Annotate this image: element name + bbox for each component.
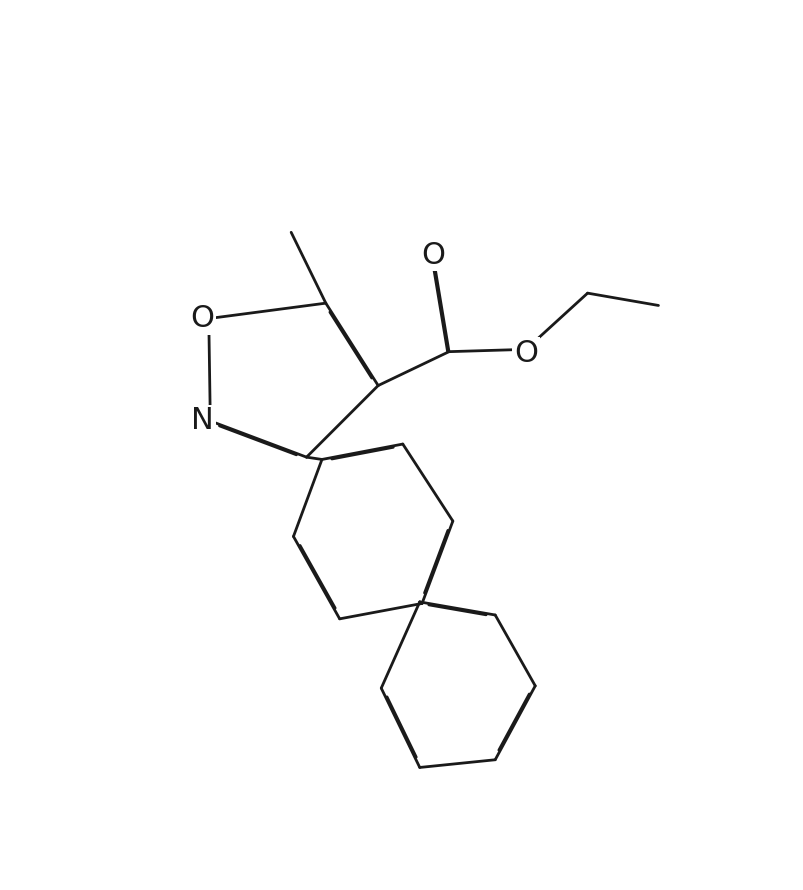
Text: O: O (421, 241, 445, 270)
Text: O: O (190, 304, 214, 333)
Text: N: N (191, 407, 214, 435)
Text: O: O (513, 339, 537, 368)
